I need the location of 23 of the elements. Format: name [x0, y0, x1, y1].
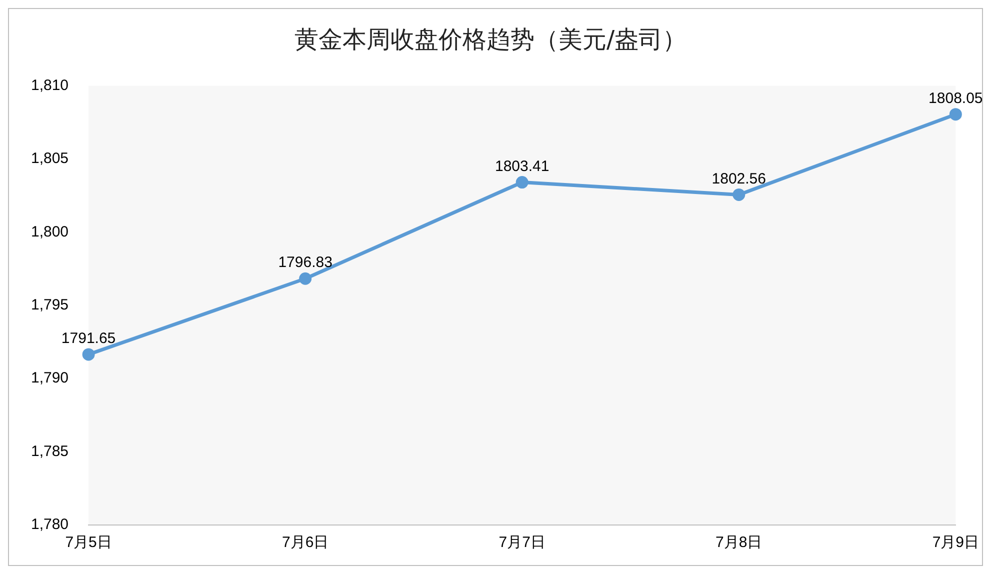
point — [516, 176, 528, 189]
x-tick-label: 7月7日 — [498, 534, 546, 552]
data-label: 1803.41 — [494, 158, 550, 175]
y-tick-label: 1,810 — [30, 76, 69, 94]
y-tick-label: 1,795 — [30, 296, 69, 314]
data-label: 1802.56 — [712, 170, 766, 188]
point — [949, 108, 962, 121]
y-tick-label: 1,790 — [30, 370, 69, 387]
y-tick-label: 1,800 — [30, 223, 69, 240]
x-tick-label: 7月6日 — [282, 534, 329, 552]
x-tick-label: 7月8日 — [716, 534, 762, 552]
y-tick-label: 1,805 — [30, 150, 69, 168]
point — [82, 348, 95, 361]
chart-title: 黄金本周收盘价格趋势（美元/盎司） — [294, 26, 687, 54]
data-label: 1796.83 — [278, 254, 332, 272]
x-tick-label: 7月9日 — [932, 534, 979, 552]
data-label: 1808.05 — [928, 90, 983, 107]
x-tick-label: 7月5日 — [65, 534, 112, 552]
point — [299, 272, 312, 285]
y-tick-label: 1,780 — [30, 516, 69, 534]
data-label: 1791.65 — [61, 330, 116, 348]
point — [732, 188, 746, 201]
y-tick-label: 1,785 — [30, 442, 69, 460]
